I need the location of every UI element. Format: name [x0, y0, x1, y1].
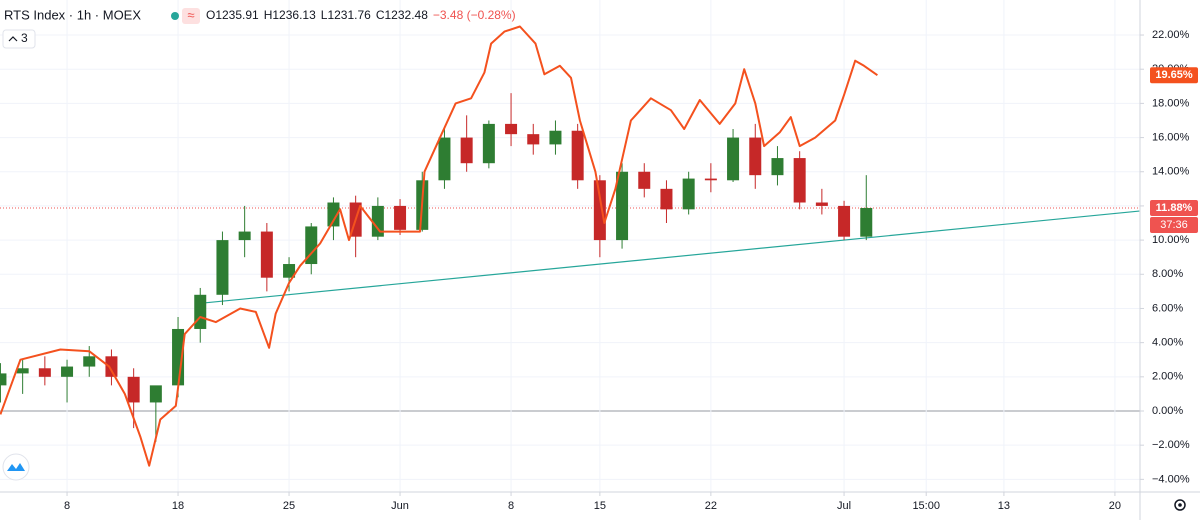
x-tick-label: 20: [1109, 500, 1121, 512]
candle-body: [682, 178, 695, 210]
candle-body: [838, 205, 851, 237]
x-tick-label: Jul: [837, 500, 851, 512]
status-dot: [171, 12, 179, 20]
y-tick-label: 8.00%: [1152, 268, 1183, 280]
candle-body: [793, 158, 806, 203]
candle-body: [704, 178, 717, 181]
ohlc-field: H1236.13: [264, 8, 316, 22]
countdown-box: [1150, 216, 1198, 233]
candle-body: [727, 137, 740, 181]
candle-body: [616, 171, 629, 241]
candle-body: [394, 205, 407, 230]
candle-body: [260, 231, 273, 278]
candle-body: [460, 137, 473, 164]
ohlc-field: −3.48 (−0.28%): [433, 8, 516, 22]
x-tick-label: 13: [998, 500, 1010, 512]
y-tick-label: 18.00%: [1152, 97, 1190, 109]
legend-toggle[interactable]: [2, 29, 36, 49]
symbol-title[interactable]: RTS Index · 1h · MOEX: [4, 7, 141, 22]
last-value-label: 19.65%: [1155, 69, 1193, 81]
candle-body: [149, 385, 162, 403]
candle-body: [61, 366, 74, 377]
y-tick-label: 16.00%: [1152, 131, 1190, 143]
candle-body: [571, 130, 584, 181]
settings-gear[interactable]: [1174, 499, 1186, 511]
countdown: 37:36: [1160, 219, 1188, 231]
candle-body: [0, 373, 7, 386]
candle-body: [438, 137, 451, 181]
candle-body: [305, 226, 318, 265]
y-tick-label: 14.00%: [1152, 166, 1190, 178]
candle-body: [16, 368, 29, 374]
last-value-box: [1150, 199, 1198, 216]
x-tick-label: 8: [508, 500, 514, 512]
x-tick-label: 15:00: [912, 500, 940, 512]
y-tick-label: −2.00%: [1152, 439, 1190, 451]
candle-body: [216, 240, 229, 295]
ohlc-field: O1235.91: [206, 8, 259, 22]
compare-icon-bg: [182, 8, 200, 24]
y-tick-label: 6.00%: [1152, 302, 1183, 314]
tv-logo[interactable]: [2, 453, 30, 481]
chevron: [8, 36, 18, 42]
ohlc-field: C1232.48: [376, 8, 428, 22]
candle-body: [815, 202, 828, 206]
gear-hub: [1178, 503, 1182, 507]
legend-count: 3: [21, 31, 28, 45]
ohlc-values: O1235.91 H1236.13 L1231.76 C1232.48 −3.48 (−…: [206, 8, 516, 22]
candle-body: [860, 207, 873, 237]
candle-body: [327, 202, 340, 227]
compare-line: [0, 25, 878, 467]
x-tick-label: Jun: [391, 500, 409, 512]
last-value-label: 11.88%: [1156, 202, 1193, 214]
x-tick-label: 15: [594, 500, 606, 512]
candle-body: [283, 264, 296, 278]
x-tick-label: 25: [283, 500, 295, 512]
candle-body: [660, 188, 673, 210]
candle-body: [105, 356, 118, 377]
candle-body: [371, 205, 384, 237]
candle-body: [83, 356, 96, 367]
trend-line: [200, 210, 1140, 304]
candle-body: [638, 171, 651, 189]
candle-body: [38, 368, 51, 377]
candle-body: [749, 137, 762, 176]
candle-body: [593, 180, 606, 241]
x-tick-label: 18: [172, 500, 184, 512]
y-tick-label: 2.00%: [1152, 371, 1183, 383]
logo-mark: [7, 463, 25, 471]
y-tick-label: 22.00%: [1152, 29, 1190, 41]
x-tick-label: 22: [705, 500, 717, 512]
ohlc-field: L1231.76: [321, 8, 371, 22]
y-tick-label: −4.00%: [1152, 473, 1190, 485]
y-tick-label: 0.00%: [1152, 405, 1183, 417]
y-tick-label: 10.00%: [1152, 234, 1190, 246]
x-tick-label: 8: [64, 500, 70, 512]
candle-body: [194, 294, 207, 329]
candle-body: [527, 134, 540, 145]
compare-icon: ≈: [187, 7, 194, 22]
candle-body: [771, 158, 784, 176]
candle-body: [127, 376, 140, 403]
candle-body: [482, 123, 495, 164]
logo-circle: [2, 453, 30, 481]
y-tick-label: 4.00%: [1152, 337, 1183, 349]
plot-area: [0, 0, 1140, 492]
candle-body: [549, 130, 562, 145]
candle-body: [505, 123, 518, 135]
candle-body: [238, 231, 251, 241]
last-value-box: [1150, 67, 1198, 84]
gear-ring: [1174, 499, 1186, 511]
